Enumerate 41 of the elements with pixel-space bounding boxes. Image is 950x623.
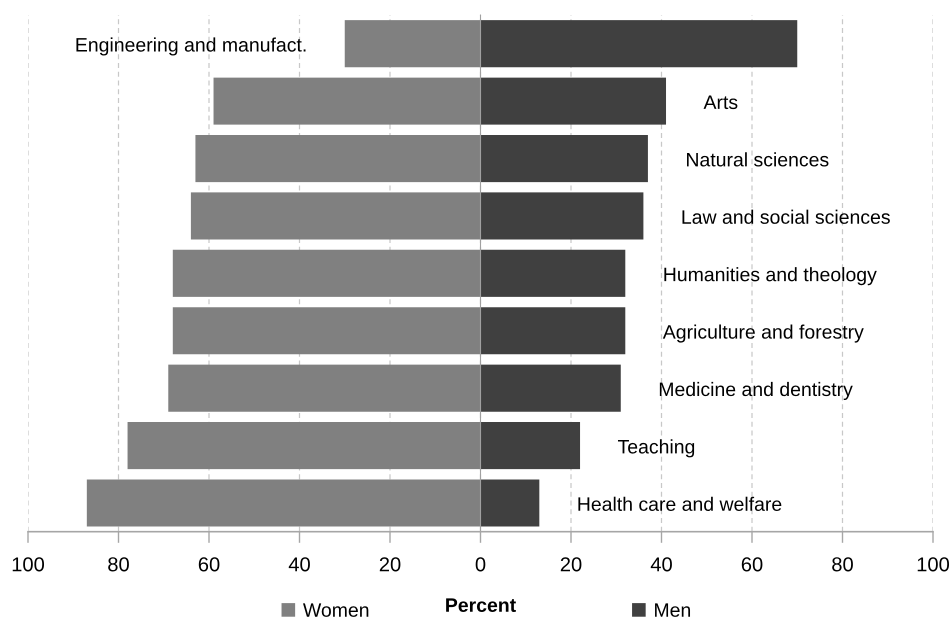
bar (190, 192, 480, 240)
x-axis-title: Percent (446, 598, 516, 612)
x-tick-label: 100 (918, 557, 950, 572)
bar (172, 307, 480, 354)
bar (172, 250, 480, 297)
y-tick-label: Teaching (618, 439, 694, 458)
bar (195, 134, 480, 182)
x-tick-label: 80 (832, 557, 853, 572)
x-tick-label: 20 (560, 557, 582, 572)
bar (128, 422, 480, 470)
bar (480, 250, 626, 297)
y-tick-label: Natural sciences (687, 152, 828, 167)
bar (480, 307, 626, 354)
bar (344, 20, 480, 68)
y-tick-label: Health care and welfare (578, 496, 782, 511)
bar (480, 78, 666, 125)
x-tick-label: 20 (380, 557, 400, 572)
bar (480, 20, 798, 68)
bar (214, 78, 480, 125)
y-tick-label: Humanities and theology (664, 267, 877, 286)
x-tick-label: 60 (742, 557, 762, 572)
y-tick-label: Arts (704, 96, 738, 110)
legend-label: Women (303, 603, 368, 617)
bar (480, 364, 621, 412)
y-tick-label: Medicine and dentistry (660, 382, 853, 400)
y-tick-label: Agriculture and forestry (662, 324, 864, 343)
y-tick-label: Law and social sciences (682, 210, 890, 224)
x-tick-label: 0 (476, 557, 486, 572)
x-tick-label: 40 (288, 557, 310, 572)
x-tick-label: 40 (650, 557, 672, 572)
x-tick-label: 100 (12, 557, 44, 572)
bar (480, 134, 648, 182)
bar (480, 192, 644, 240)
bar (480, 479, 540, 527)
bar (168, 364, 480, 412)
x-tick-label: 80 (108, 557, 129, 572)
x-tick-label: 60 (198, 557, 220, 572)
bar (86, 479, 480, 527)
bar (480, 422, 580, 470)
legend-label: Men (655, 603, 690, 617)
y-tick-label: Engineering and manufact. (76, 37, 306, 56)
